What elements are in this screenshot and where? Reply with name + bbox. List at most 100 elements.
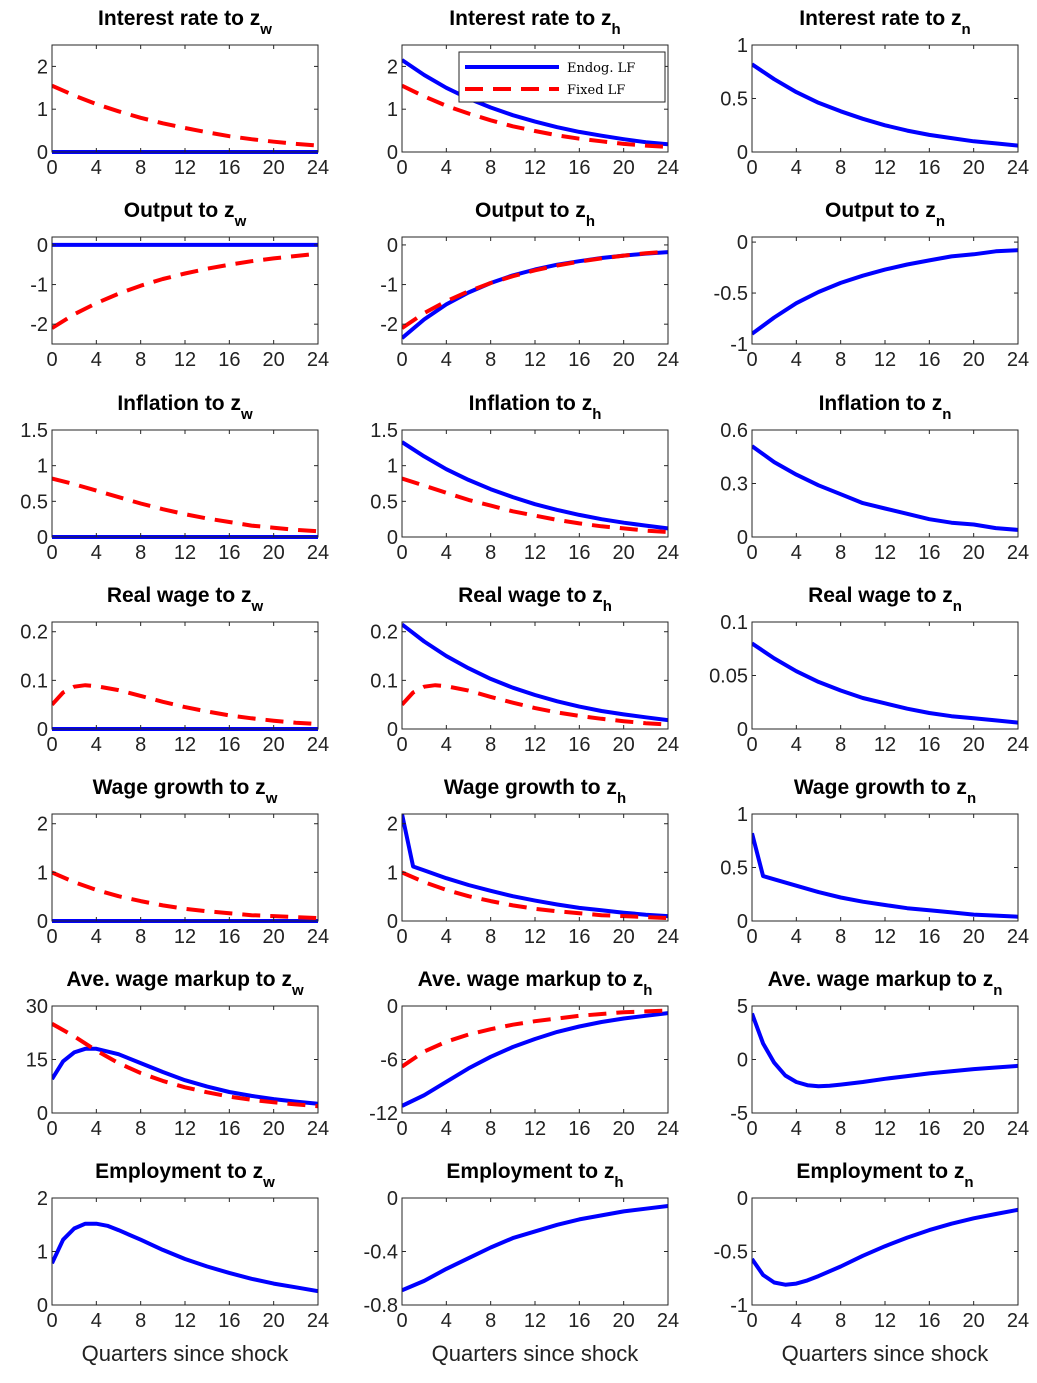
panel-title-main: Inflation to z <box>469 392 593 415</box>
x-tick-label: 24 <box>307 734 329 756</box>
panel-title: Output to zh <box>475 199 595 230</box>
x-tick-label: 8 <box>485 1118 496 1140</box>
panel-title: Ave. wage markup to zw <box>66 968 304 999</box>
panel-title-main: Employment to z <box>796 1160 964 1183</box>
y-tick-label: -5 <box>730 1103 748 1125</box>
chart-panel: Inflation to zw0 4 8 12 16 20 2400.511.5 <box>20 392 329 564</box>
x-tick-label: 16 <box>918 542 940 564</box>
axes-box <box>402 430 668 537</box>
x-tick-label: 16 <box>918 349 940 371</box>
x-tick-label: 12 <box>874 926 896 948</box>
x-tick-label: 4 <box>791 349 802 371</box>
panel-title: Wage growth to zh <box>444 776 626 807</box>
series-line-endog <box>752 833 1018 916</box>
y-tick-label: 1 <box>37 99 48 121</box>
y-tick-label: -1 <box>30 275 48 297</box>
y-tick-label: 1 <box>737 35 748 57</box>
panel-title-subscript: h <box>614 1174 623 1191</box>
x-tick-label: 16 <box>218 1118 240 1140</box>
series-line-endog <box>52 1224 318 1291</box>
chart-panel: Output to zw0 4 8 12 16 20 24-2-10 <box>30 199 329 371</box>
series-line-endog <box>402 814 668 916</box>
y-tick-label: 1.5 <box>370 420 398 442</box>
y-tick-label: 0.1 <box>370 670 398 692</box>
x-tick-label: 8 <box>485 1310 496 1332</box>
series-line-fixed <box>52 479 318 532</box>
x-tick-label: 0 <box>746 542 757 564</box>
y-tick-label: 1 <box>737 804 748 826</box>
x-tick-label: 16 <box>568 542 590 564</box>
panel-title: Wage growth to zn <box>794 776 976 807</box>
chart-panel: Output to zh0 4 8 12 16 20 24-2-10 <box>380 199 679 371</box>
x-tick-label: 12 <box>174 734 196 756</box>
y-tick-label: 2 <box>37 1188 48 1210</box>
panel-title-main: Real wage to z <box>808 584 953 607</box>
panel-title: Real wage to zw <box>107 584 264 615</box>
panel-title-subscript: h <box>643 982 652 999</box>
x-tick-label: 8 <box>485 157 496 179</box>
y-tick-label: 5 <box>737 996 748 1018</box>
x-tick-label: 12 <box>874 734 896 756</box>
legend-box <box>459 52 665 102</box>
x-tick-label: 20 <box>263 1310 285 1332</box>
y-tick-label: 0 <box>387 911 398 933</box>
series-line-endog <box>752 1210 1018 1285</box>
x-tick-label: 4 <box>791 1310 802 1332</box>
x-tick-label: 12 <box>524 1118 546 1140</box>
panel-title: Employment to zw <box>95 1160 275 1191</box>
panel-title-main: Real wage to z <box>458 584 603 607</box>
x-tick-label: 24 <box>657 1118 679 1140</box>
x-tick-label: 20 <box>613 1118 635 1140</box>
series-line-endog <box>752 446 1018 530</box>
panel-title-subscript: n <box>942 406 951 423</box>
x-tick-label: 20 <box>613 542 635 564</box>
x-tick-label: 4 <box>91 734 102 756</box>
y-tick-label: 0.5 <box>720 858 748 880</box>
y-tick-label: -1 <box>730 1295 748 1317</box>
x-tick-label: 8 <box>135 157 146 179</box>
x-tick-label: 8 <box>835 1118 846 1140</box>
chart-panel: Employment to zh0 4 8 12 16 20 24-0.8-0.40Quar… <box>364 1160 680 1366</box>
y-tick-label: 0 <box>737 527 748 549</box>
x-tick-label: 4 <box>441 1118 452 1140</box>
x-tick-label: 24 <box>1007 157 1029 179</box>
series-line-fixed <box>402 252 668 328</box>
x-tick-label: 20 <box>963 542 985 564</box>
x-tick-label: 0 <box>396 1310 407 1332</box>
y-tick-label: 0 <box>737 1050 748 1072</box>
x-tick-label: 0 <box>396 926 407 948</box>
chart-panel: Ave. wage markup to zn0 4 8 12 16 20 24-505 <box>730 968 1029 1140</box>
y-tick-label: 0 <box>737 232 748 254</box>
axes-box <box>402 814 668 921</box>
x-tick-label: 0 <box>396 1118 407 1140</box>
panel-title: Wage growth to zw <box>93 776 278 807</box>
chart-panel: Wage growth to zh0 4 8 12 16 20 24012 <box>387 776 679 948</box>
y-tick-label: 0 <box>37 235 48 257</box>
x-tick-label: 16 <box>918 926 940 948</box>
panel-title-subscript: n <box>936 213 945 230</box>
y-tick-label: 0 <box>737 142 748 164</box>
x-tick-label: 0 <box>396 542 407 564</box>
x-tick-label: 20 <box>263 734 285 756</box>
y-tick-label: 0 <box>37 719 48 741</box>
panel-title: Real wage to zn <box>808 584 962 615</box>
x-tick-label: 8 <box>835 1310 846 1332</box>
y-tick-label: 0.3 <box>720 474 748 496</box>
panel-title-main: Interest rate to z <box>449 7 611 30</box>
panel-title-main: Real wage to z <box>107 584 252 607</box>
chart-panel: Wage growth to zn0 4 8 12 16 20 2400.51 <box>720 776 1029 948</box>
x-tick-label: 4 <box>791 926 802 948</box>
series-line-endog <box>752 1014 1018 1087</box>
y-tick-label: 1 <box>37 1242 48 1264</box>
x-tick-label: 24 <box>657 734 679 756</box>
y-tick-label: 0 <box>37 1103 48 1125</box>
y-tick-label: -12 <box>369 1103 398 1125</box>
chart-panel: Output to zn0 4 8 12 16 20 24-1-0.50 <box>714 199 1030 371</box>
x-tick-label: 8 <box>835 157 846 179</box>
x-tick-label: 4 <box>91 157 102 179</box>
x-tick-label: 12 <box>524 542 546 564</box>
panel-title: Employment to zh <box>446 1160 623 1191</box>
y-tick-label: -6 <box>380 1050 398 1072</box>
